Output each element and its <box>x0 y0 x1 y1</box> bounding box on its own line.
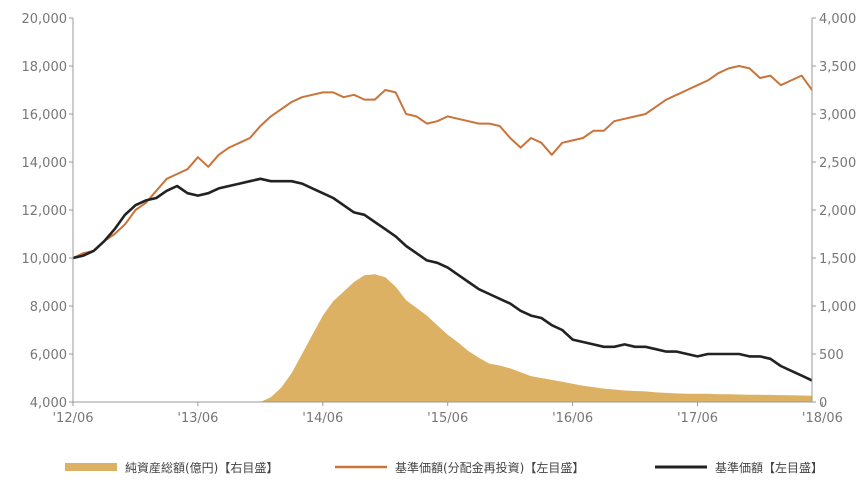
x-tick-label: '14/06 <box>302 411 343 426</box>
legend-swatch-area <box>65 463 117 471</box>
x-tick-label: '13/06 <box>177 411 218 426</box>
right-tick-label: 4,000 <box>819 12 856 27</box>
left-tick-label: 6,000 <box>30 348 67 363</box>
legend-label: 基準価額【左目盛】 <box>715 460 823 475</box>
x-tick-label: '17/06 <box>677 411 718 426</box>
tick-labels-group: 4,000 6,000 8,000 10,000 12,000 14,000 16,000 1… <box>22 12 857 426</box>
series-line-nav-reinvested <box>72 65 813 259</box>
right-tick-label: 3,500 <box>819 60 856 75</box>
area-series-group <box>73 274 812 402</box>
x-tick-label: '12/06 <box>52 411 93 426</box>
legend: 純資産総額(億円)【右目盛】 基準価額(分配金再投資)【左目盛】 基準価額【左目盛】 <box>65 460 823 475</box>
legend-label: 基準価額(分配金再投資)【左目盛】 <box>395 460 584 475</box>
left-tick-label: 16,000 <box>22 108 68 123</box>
x-tick-label: '16/06 <box>552 411 593 426</box>
right-tick-label: 1,000 <box>819 300 856 315</box>
right-tick-label: 0 <box>819 396 827 411</box>
line-series-group <box>72 65 813 382</box>
right-tick-label: 3,000 <box>819 108 856 123</box>
left-tick-label: 10,000 <box>22 252 68 267</box>
left-tick-label: 8,000 <box>30 300 67 315</box>
left-tick-label: 14,000 <box>22 156 68 171</box>
right-tick-label: 500 <box>819 348 844 363</box>
series-line-nav <box>72 177 813 382</box>
left-tick-label: 4,000 <box>30 396 67 411</box>
right-tick-label: 2,500 <box>819 156 856 171</box>
left-tick-label: 12,000 <box>22 204 68 219</box>
axes-group <box>69 17 823 406</box>
x-tick-label: '18/06 <box>802 411 843 426</box>
left-tick-label: 20,000 <box>22 12 68 27</box>
series-area-net-assets <box>73 274 812 402</box>
legend-label: 純資産総額(億円)【右目盛】 <box>125 460 278 475</box>
right-tick-label: 2,000 <box>819 204 856 219</box>
right-tick-label: 1,500 <box>819 252 856 267</box>
x-tick-label: '15/06 <box>427 411 468 426</box>
left-tick-label: 18,000 <box>22 60 68 75</box>
